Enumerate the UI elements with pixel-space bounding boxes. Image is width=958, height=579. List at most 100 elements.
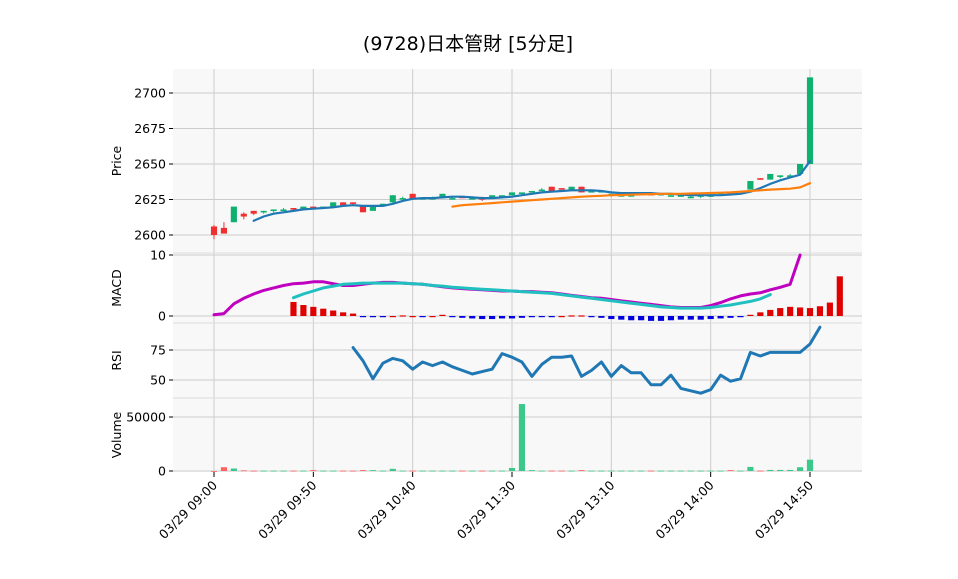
candle-body [359,205,367,213]
volume-bar [548,470,555,472]
volume-bar [578,470,585,471]
volume-bar [310,470,317,471]
y-axis-label-rsi: RSI [109,350,124,370]
macd-histogram-bar [707,316,714,320]
chart-title: (9728)日本管財 [5分足] [363,33,573,55]
candle-body [220,227,228,234]
candle-body [349,202,357,204]
candle-body [469,198,476,200]
candle-body [677,195,684,197]
volume-bar [717,470,724,472]
candle-body [340,202,347,206]
candle-body [270,209,277,212]
macd-histogram-bar [508,316,516,319]
candle-body [210,226,218,235]
macd-histogram-bar [349,313,357,316]
candle-body [548,186,555,191]
volume-bar [787,469,794,471]
candle-body [588,190,595,193]
volume-bar [419,470,426,472]
candle-body [439,193,446,199]
macd-histogram-bar [340,312,347,316]
macd-histogram-bar [628,316,635,321]
macd-histogram-bar [568,315,575,317]
candle-body [369,206,377,211]
macd-histogram-bar [290,301,297,316]
macd-histogram-bar [558,316,565,318]
candle-body [747,181,754,190]
candle-body [806,77,814,164]
volume-bar [330,470,337,472]
x-tick-label: 03/29 14:00 [652,477,716,541]
volume-bar [300,470,307,472]
candle-body [568,186,575,190]
macd-histogram-bar [816,306,824,316]
series-ma-short [252,160,812,222]
candle-body [489,195,496,199]
volume-bar [628,470,635,472]
macd-histogram-bar [687,316,694,320]
macd-histogram-bar [608,316,615,320]
y-tick-label-macd: 0 [158,309,166,324]
macd-histogram-bar [578,315,585,317]
volume-bar [250,470,257,472]
volume-bar [707,470,714,472]
macd-histogram-bar [429,316,436,318]
candle-body [449,198,456,200]
macd-histogram-bar [409,316,416,318]
volume-bar [727,470,734,471]
macd-histogram-bar [697,316,704,320]
candle-body [290,208,297,210]
macd-histogram-bar [777,308,784,316]
macd-histogram-bar [528,316,535,318]
volume-bar [747,466,754,471]
candle-body [757,178,764,180]
volume-bar [697,470,704,472]
volume-bar [489,470,496,472]
macd-histogram-bar [498,316,506,319]
macd-histogram-bar [598,316,605,318]
y-tick-label-volume: 0 [158,464,166,479]
panel-volume-background [173,398,862,472]
candle-body [528,190,535,193]
x-tick-label: 03/29 09:50 [255,477,319,541]
macd-histogram-bar [439,314,446,316]
y-tick-label-price: 2600 [134,228,166,243]
macd-histogram-bar [806,308,814,316]
candle-body [409,193,416,200]
macd-histogram-bar [369,316,377,318]
chart-panels: 2600 2625 2650 2675 2700 Price 0 10 MACD 50 75 RSI 0… [109,69,862,479]
y-tick-label-price: 2675 [134,121,166,136]
volume-bar [399,470,406,472]
x-tick-label: 03/29 13:10 [553,477,617,541]
series-ma-long [451,182,812,208]
macd-histogram-bar [767,309,774,316]
macd-histogram-bar [419,316,426,318]
volume-bar [796,467,804,471]
y-tick-label-rsi: 75 [150,343,166,358]
macd-histogram-bar [518,316,526,318]
volume-bar [737,470,744,472]
candle-body [667,195,675,197]
volume-bar [429,470,436,472]
candle-body [508,192,516,196]
x-tick-label: 03/29 14:50 [752,477,816,541]
macd-histogram-bar [479,316,486,320]
volume-bar [806,459,814,471]
volume-bar [290,470,297,472]
y-tick-label-volume: 50000 [126,410,166,425]
macd-histogram-bar [737,316,744,318]
volume-bar [479,470,486,472]
volume-bar [220,467,228,471]
volume-bar [588,470,595,472]
macd-histogram-bar [727,316,734,318]
volume-bar [558,470,565,472]
macd-histogram-bar [359,316,367,318]
macd-histogram-bar [330,310,337,316]
volume-bar [260,470,267,472]
volume-bar [608,470,615,472]
macd-histogram-bar [747,314,754,316]
y-axis-label-volume: Volume [109,411,124,458]
volume-bar [687,470,694,472]
candle-body [250,210,257,214]
